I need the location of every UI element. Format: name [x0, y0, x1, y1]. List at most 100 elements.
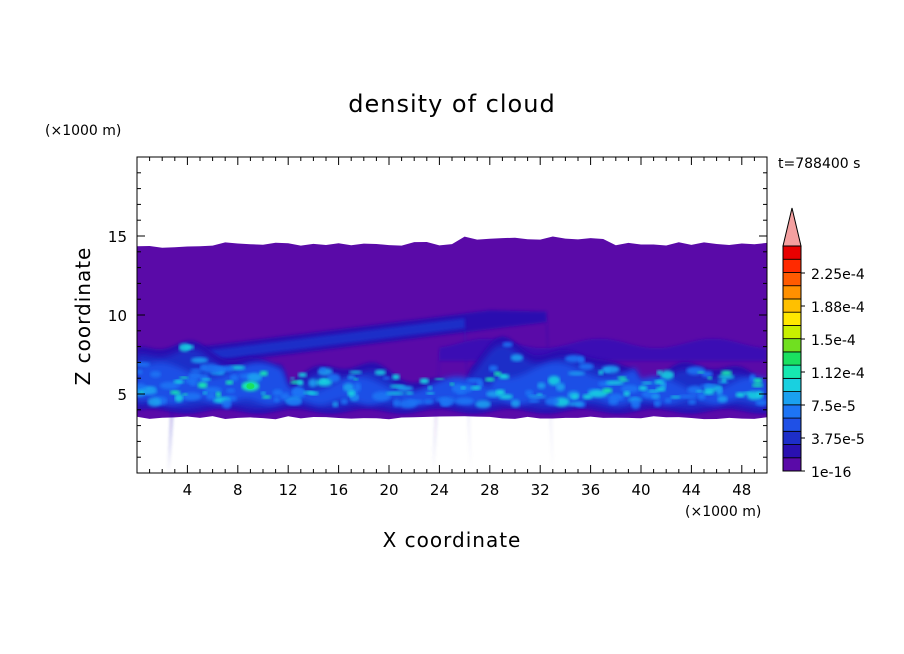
density-patch: [578, 362, 594, 371]
colorbar-label: 1.88e-4: [811, 300, 865, 316]
density-patch: [200, 363, 221, 374]
density-patch-bright: [470, 385, 482, 390]
colorbar-bin: [782, 430, 802, 445]
x-tick-label: 16: [329, 481, 348, 499]
density-patch: [687, 399, 697, 405]
density-patch: [382, 376, 391, 380]
density-patch-bright: [297, 372, 308, 378]
density-patch-bright: [215, 391, 222, 397]
density-patch-bright: [290, 377, 295, 380]
density-patch: [190, 368, 204, 373]
colorbar-bin: [782, 325, 802, 340]
density-patch-bright: [307, 391, 319, 396]
density-patch-bright: [197, 382, 208, 389]
density-patch-bright: [656, 370, 663, 375]
density-patch: [527, 394, 547, 399]
density-patch: [149, 370, 162, 378]
density-patch-bright: [536, 393, 543, 396]
density-patch-bright: [670, 395, 681, 399]
x-tick-label: 36: [581, 481, 600, 499]
density-patch-bright: [173, 379, 185, 384]
density-patch-bright: [260, 391, 267, 395]
density-patch-bright: [641, 381, 653, 385]
density-patch-bright: [434, 377, 445, 381]
density-patch-bright: [425, 392, 435, 395]
density-patch-bright: [743, 391, 752, 395]
density-patch-bright: [720, 370, 733, 376]
y-axis-label: Z coordinate: [71, 247, 95, 386]
density-patch-bright: [391, 374, 401, 380]
density-patch-bright: [202, 391, 208, 395]
density-patch: [715, 386, 724, 396]
colorbar-label: 3.75e-5: [811, 432, 865, 448]
x-tick-label: 20: [379, 481, 398, 499]
density-patch-bright: [654, 379, 664, 385]
density-patch-bright: [347, 390, 356, 397]
colorbar: 1e-16 3.75e-5 7.5e-5 1.12e-4 1.5e-4 1.88e-4 2.…: [782, 207, 865, 481]
peak-core: [246, 383, 255, 390]
density-patch: [247, 372, 263, 382]
colorbar-bin: [782, 364, 802, 379]
mid-band: [137, 338, 767, 473]
density-patch-bright: [427, 386, 433, 390]
density-patch: [567, 371, 586, 376]
x-tick-label: 4: [183, 481, 193, 499]
density-patch: [398, 399, 418, 409]
density-patch: [147, 397, 162, 407]
density-patch: [717, 374, 735, 380]
density-patch: [577, 356, 586, 364]
density-patch-bright: [570, 393, 579, 400]
x-tick-label: 8: [233, 481, 243, 499]
density-patch-bright: [722, 378, 727, 383]
density-patch: [174, 393, 184, 403]
time-label: t=788400 s: [778, 156, 860, 172]
density-patch-bright: [619, 379, 630, 382]
colorbar-bin: [782, 391, 802, 406]
density-patch: [332, 401, 339, 408]
density-patch: [488, 365, 499, 372]
density-patch: [396, 385, 414, 392]
density-patch-bright: [169, 390, 181, 395]
density-patch: [651, 394, 661, 400]
density-patch: [280, 392, 290, 400]
density-patch: [190, 357, 209, 364]
colorbar-bin: [782, 404, 802, 419]
density-patch-bright: [139, 391, 144, 394]
density-patch: [372, 391, 391, 402]
density-patch: [203, 386, 222, 394]
density-patch-bright: [179, 376, 189, 379]
colorbar-label: 1e-16: [811, 465, 851, 481]
density-patch: [342, 383, 355, 392]
upper-streak-layer: [137, 310, 767, 473]
density-patch-bright: [259, 370, 269, 377]
colorbar-bin: [782, 311, 802, 326]
density-patch-bright: [182, 393, 188, 396]
density-patch: [291, 386, 305, 396]
colorbar-bin: [782, 338, 802, 353]
density-patch-bright: [498, 373, 510, 380]
density-patch: [451, 383, 465, 394]
density-patch: [385, 391, 405, 395]
y-unit-label: (×1000 m): [45, 123, 121, 139]
density-patch: [605, 380, 625, 386]
density-patch: [630, 399, 641, 410]
density-patch: [568, 401, 584, 407]
y-tick-label: 10: [108, 307, 127, 325]
density-patch: [286, 398, 302, 406]
density-patch: [353, 382, 362, 392]
x-tick-label: 44: [682, 481, 701, 499]
density-patch-bright: [449, 382, 455, 386]
density-patch: [547, 375, 561, 386]
density-patch-bright: [582, 394, 593, 400]
colorbar-bin: [782, 272, 802, 287]
density-patch: [423, 399, 434, 405]
density-patch-bright: [225, 380, 234, 385]
density-patch-bright: [655, 387, 666, 392]
density-patch-bright: [753, 378, 763, 384]
density-patch: [608, 397, 619, 406]
density-patch: [528, 399, 540, 403]
density-patch: [476, 379, 484, 388]
colorbar-bin: [782, 377, 802, 392]
density-patch: [524, 389, 534, 397]
